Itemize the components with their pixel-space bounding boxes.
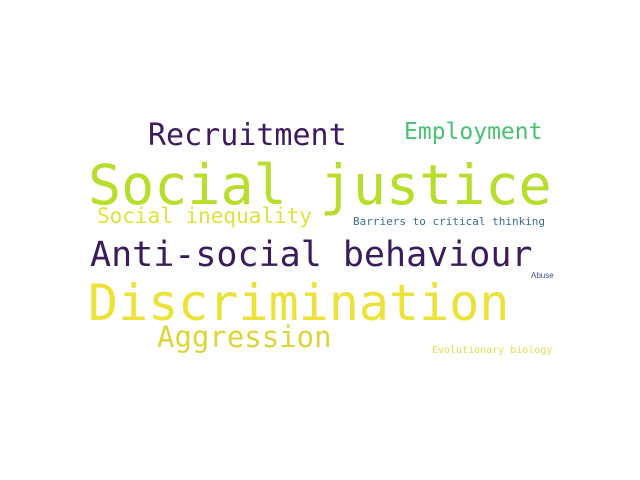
word-social-justice: Social justice [88, 153, 552, 217]
word-social-inequality: Social inequality [97, 204, 312, 228]
word-employment: Employment [404, 119, 543, 145]
word-evolutionary-biology: Evolutionary biology [432, 345, 553, 356]
word-abuse: Abuse [531, 271, 554, 280]
word-anti-social-behaviour: Anti-social behaviour [90, 235, 533, 275]
word-discrimination: Discrimination [88, 274, 510, 332]
word-recruitment: Recruitment [148, 118, 347, 153]
word-barriers-to-critical-thinking: Barriers to critical thinking [353, 215, 546, 228]
word-aggression: Aggression [157, 320, 332, 354]
